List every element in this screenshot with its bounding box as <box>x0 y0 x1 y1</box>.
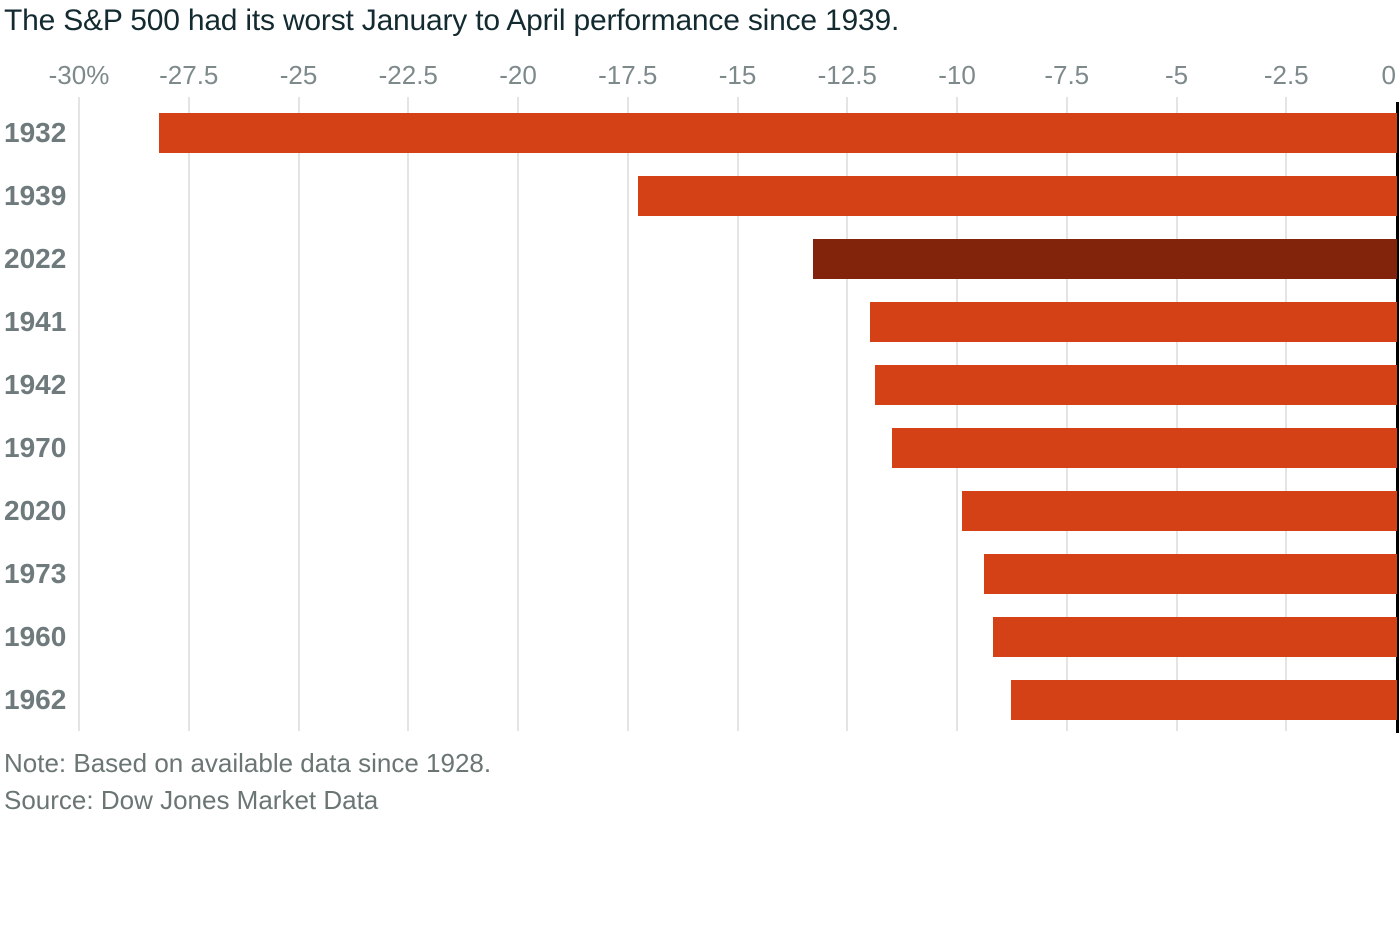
y-axis-label-2022: 2022 <box>4 243 67 274</box>
gridline <box>1285 97 1288 731</box>
chart-note: Note: Based on available data since 1928… <box>4 748 492 778</box>
x-tick-label: -20 <box>499 60 537 90</box>
x-tick-label: -17.5 <box>598 60 658 90</box>
x-tick-label: -2.5 <box>1263 60 1309 90</box>
y-axis-label-1970: 1970 <box>4 432 67 463</box>
gridline <box>1175 97 1178 731</box>
x-tick-label: -22.5 <box>378 60 438 90</box>
x-tick-label: -25 <box>279 60 318 90</box>
gridline <box>1065 97 1068 731</box>
x-tick-label: -27.5 <box>159 60 219 90</box>
bar-2020 <box>962 491 1397 531</box>
gridline <box>956 97 958 731</box>
chart-footer: Note: Based on available data since 1928… <box>4 745 491 819</box>
gridline <box>517 97 519 731</box>
y-axis-label-1942: 1942 <box>4 369 67 400</box>
chart-source: Source: Dow Jones Market Data <box>4 785 379 815</box>
gridline <box>736 97 739 731</box>
chart-title: The S&P 500 had its worst January to Apr… <box>4 4 900 37</box>
gridline <box>78 97 80 731</box>
y-axis-label-1941: 1941 <box>4 306 67 337</box>
bar-2022-highlighted <box>813 239 1397 279</box>
y-axis-label-1932: 1932 <box>4 117 67 148</box>
bar-1942 <box>875 365 1397 405</box>
y-axis-label-1960: 1960 <box>4 621 67 652</box>
gridline <box>407 97 410 731</box>
bar-1941 <box>870 302 1397 342</box>
gridline <box>846 97 849 731</box>
x-tick-label: -15 <box>718 60 757 90</box>
x-tick-label: -30% <box>48 60 110 90</box>
bar-1960 <box>993 617 1397 657</box>
x-tick-label: 0 <box>1381 60 1396 90</box>
bar-1973 <box>984 554 1397 594</box>
zero-axis-line <box>1396 102 1399 733</box>
bar-1932 <box>159 113 1397 153</box>
y-axis-label-1962: 1962 <box>4 684 67 715</box>
x-tick-label: -10 <box>938 60 976 90</box>
x-tick-label: -5 <box>1164 60 1189 90</box>
y-axis-label-1939: 1939 <box>4 180 67 211</box>
y-axis-label-1973: 1973 <box>4 558 67 589</box>
bar-1962 <box>1011 680 1397 720</box>
gridline <box>187 97 190 731</box>
gridline <box>626 97 629 731</box>
x-tick-label: -12.5 <box>817 60 877 90</box>
bar-1939 <box>638 176 1397 216</box>
bar-1970 <box>892 428 1397 468</box>
y-axis-label-2020: 2020 <box>4 495 67 526</box>
x-tick-label: -7.5 <box>1044 60 1090 90</box>
gridline <box>297 97 300 731</box>
